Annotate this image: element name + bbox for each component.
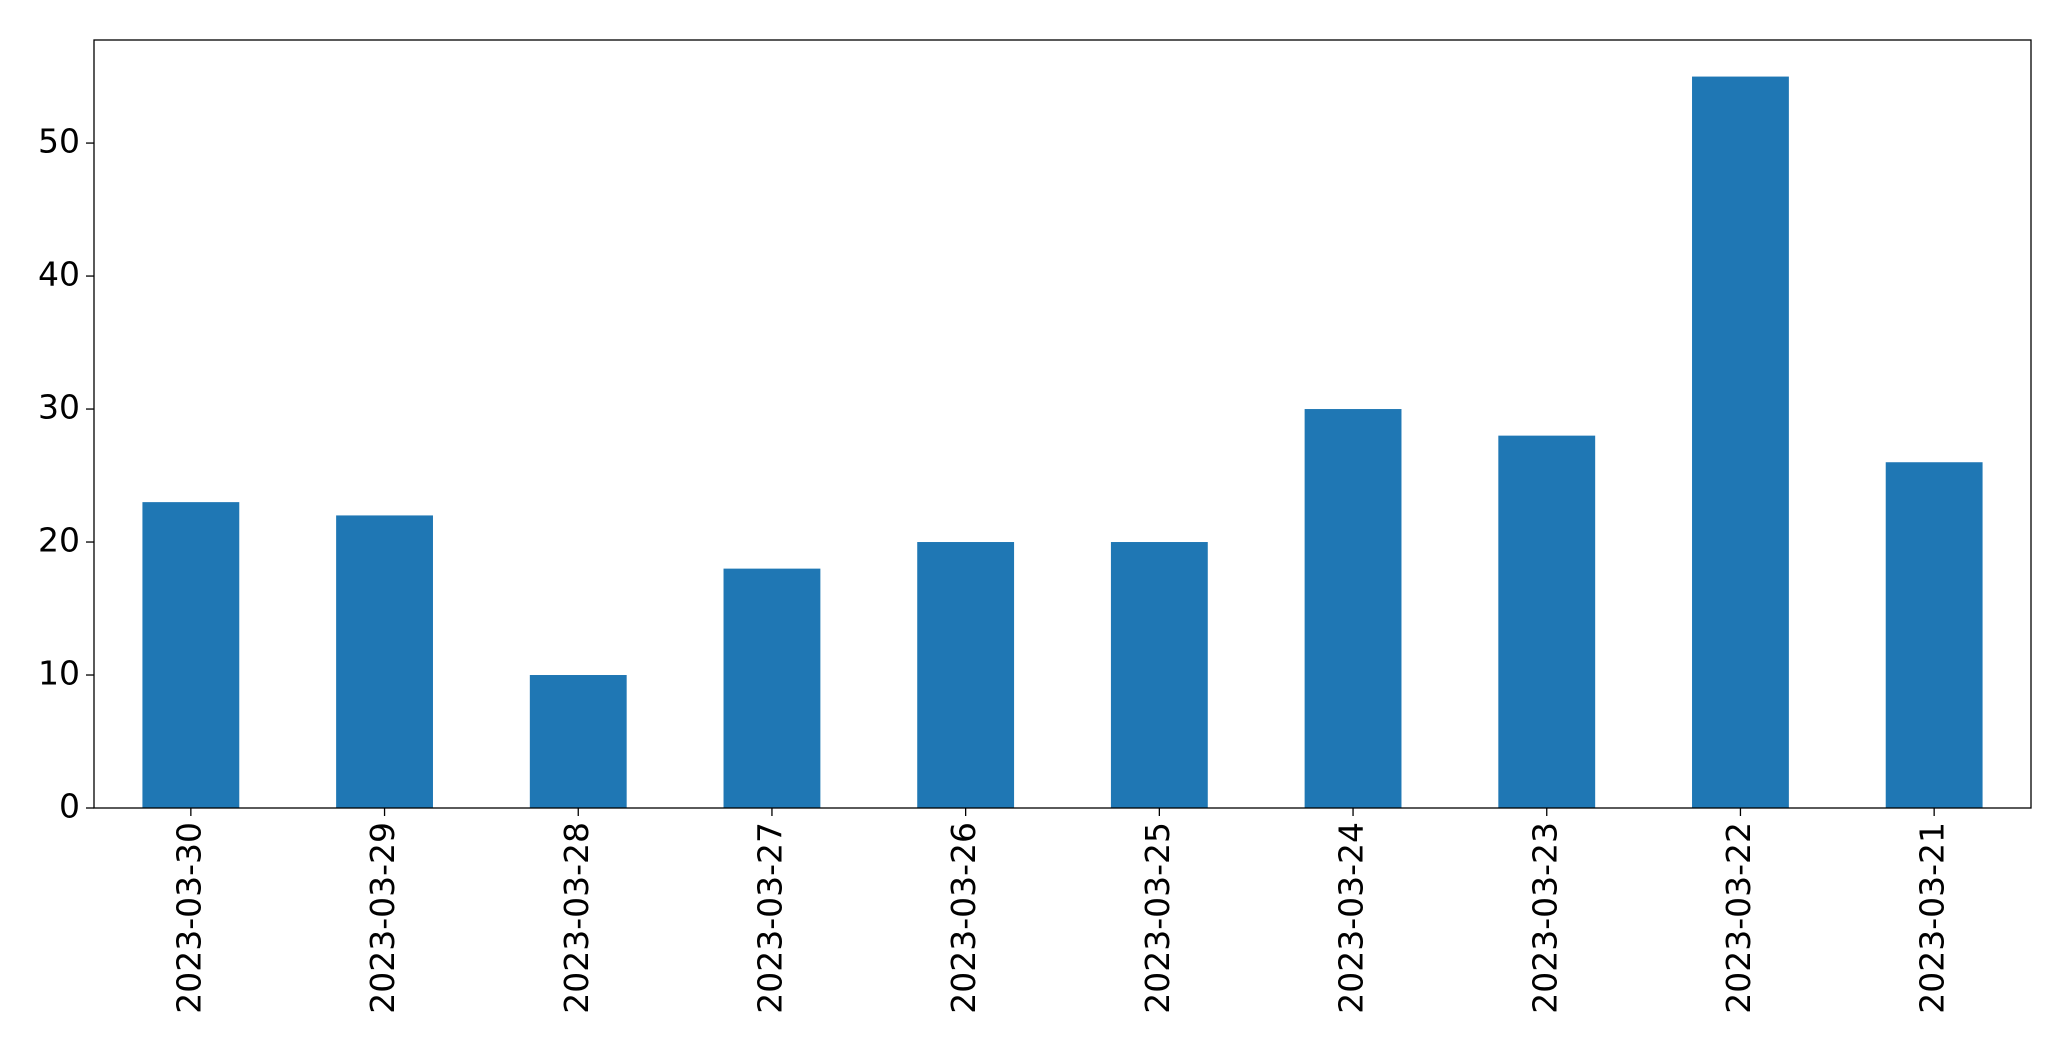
x-tick-label: 2023-03-24 bbox=[1332, 822, 1371, 1014]
x-tick-label: 2023-03-21 bbox=[1913, 822, 1952, 1014]
bar bbox=[1304, 409, 1402, 808]
bar bbox=[336, 515, 433, 808]
bar bbox=[917, 542, 1015, 808]
y-tick-label: 30 bbox=[38, 388, 80, 427]
y-tick-label: 20 bbox=[38, 521, 80, 560]
x-tick-label: 2023-03-22 bbox=[1719, 822, 1758, 1014]
bar bbox=[723, 568, 821, 808]
bar bbox=[1692, 76, 1789, 809]
x-tick-label: 2023-03-30 bbox=[169, 822, 208, 1014]
x-tick-label: 2023-03-23 bbox=[1525, 822, 1564, 1014]
x-tick-label: 2023-03-25 bbox=[1138, 822, 1177, 1014]
y-tick-label: 50 bbox=[38, 122, 80, 161]
x-tick-label: 2023-03-26 bbox=[944, 822, 983, 1014]
bar bbox=[529, 675, 627, 808]
bar bbox=[1110, 542, 1208, 808]
bar bbox=[142, 502, 240, 808]
x-tick-label: 2023-03-27 bbox=[750, 822, 789, 1014]
y-tick-label: 10 bbox=[38, 654, 80, 693]
bar bbox=[1498, 435, 1596, 808]
x-tick-label: 2023-03-28 bbox=[557, 822, 596, 1014]
y-tick-label: 40 bbox=[38, 255, 80, 294]
y-tick-label: 0 bbox=[59, 787, 80, 826]
bar bbox=[1885, 462, 1983, 808]
axes-frame bbox=[93, 39, 2032, 809]
x-tick-label: 2023-03-29 bbox=[363, 822, 402, 1014]
